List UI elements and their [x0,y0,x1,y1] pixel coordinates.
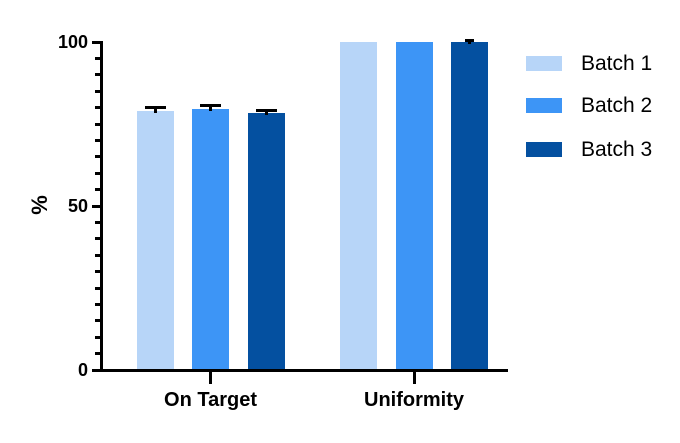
y-axis-minor-tick [95,106,103,110]
x-axis-tick [412,372,416,384]
legend-swatch-batch-3 [526,142,562,157]
y-axis-major-tick [92,368,103,372]
y-axis-minor-tick [95,286,103,290]
error-bar-cap [255,108,277,112]
y-axis-minor-tick [95,335,103,339]
error-bar-cap [200,104,221,108]
error-bar-stem [264,110,268,115]
y-axis-minor-tick [95,220,103,224]
error-bar-stem [468,40,471,44]
error-bar-cap [144,106,166,110]
bar-uniformity-batch-1 [340,42,377,371]
y-axis-minor-tick [95,352,103,356]
x-category-label: On Target [164,389,257,411]
y-axis-major-tick [92,40,103,44]
bar-uniformity-batch-3 [451,42,488,371]
bar-on-target-batch-3 [247,112,285,371]
error-bar-stem [209,105,212,112]
y-axis-minor-tick [95,56,103,60]
bar-on-target-batch-1 [136,110,174,371]
y-tick-label: 0 [77,360,88,380]
y-axis-minor-tick [95,171,103,175]
error-bar-stem [153,107,157,113]
y-axis-minor-tick [95,253,103,257]
y-tick-label: 100 [57,32,88,52]
bar-on-target-batch-2 [192,109,229,371]
y-tick-label: 50 [67,196,88,216]
legend-label-batch-3: Batch 3 [581,138,653,161]
legend-swatch-batch-1 [526,56,562,71]
x-axis-tick [209,372,212,384]
y-axis-minor-tick [95,73,103,77]
y-axis-minor-tick [95,302,103,306]
error-bar-cap [465,39,474,43]
x-axis-line [100,369,508,372]
legend-label-batch-1: Batch 1 [581,52,653,75]
x-category-label: Uniformity [364,389,464,411]
legend-swatch-batch-2 [526,98,562,113]
y-axis-major-tick [92,204,103,208]
y-axis-minor-tick [95,122,103,126]
y-axis-minor-tick [95,237,103,241]
y-axis-minor-tick [95,89,103,93]
legend-label-batch-2: Batch 2 [581,94,653,117]
y-axis-minor-tick [95,270,103,274]
y-axis-minor-tick [95,138,103,142]
y-axis-minor-tick [95,319,103,323]
y-axis-minor-tick [95,188,103,192]
bar-uniformity-batch-2 [395,42,433,371]
y-axis-minor-tick [95,155,103,159]
